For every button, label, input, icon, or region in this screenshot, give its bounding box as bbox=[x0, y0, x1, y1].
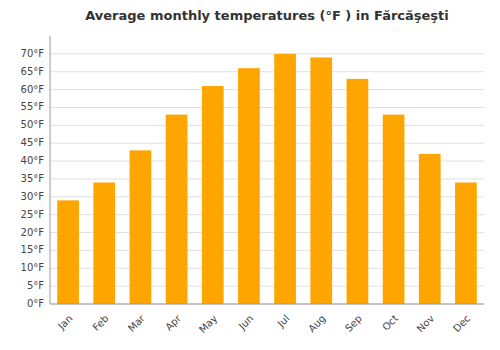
x-tick-label: Feb bbox=[90, 313, 110, 333]
x-tick-label: Jul bbox=[275, 313, 292, 330]
grid-line bbox=[50, 107, 484, 108]
x-tick-label: May bbox=[197, 313, 219, 335]
y-tick-label: 65°F bbox=[21, 66, 45, 77]
bar bbox=[130, 150, 152, 304]
x-tick-label: Jan bbox=[55, 313, 74, 332]
y-tick-label: 70°F bbox=[21, 48, 45, 59]
grid bbox=[50, 54, 484, 304]
grid-line bbox=[50, 125, 484, 126]
bar bbox=[310, 57, 332, 304]
bars bbox=[57, 54, 477, 304]
grid-line bbox=[50, 304, 484, 305]
y-tick-label: 0°F bbox=[27, 298, 44, 309]
y-tick-label: 20°F bbox=[21, 227, 45, 238]
y-tick-label: 50°F bbox=[21, 119, 45, 130]
bar bbox=[166, 115, 188, 304]
x-axis-line bbox=[50, 304, 484, 305]
y-tick-label: 45°F bbox=[21, 137, 45, 148]
bar bbox=[57, 200, 79, 304]
chart-svg: 0°F 5°F 10°F 15°F 20°F 25°F 30°F 35°F 40°F 45°F 50… bbox=[0, 0, 500, 350]
title: Average monthly temperatures (°F ) in Fă… bbox=[85, 8, 449, 23]
bar bbox=[419, 154, 441, 304]
y-tick-label: 30°F bbox=[21, 191, 45, 202]
x-tick-label: Aug bbox=[306, 313, 328, 335]
y-tick-label: 15°F bbox=[21, 244, 45, 255]
x-tick-label: Dec bbox=[451, 313, 472, 334]
y-tick-label: 5°F bbox=[27, 280, 44, 291]
bar bbox=[202, 86, 224, 304]
y-tick-label: 10°F bbox=[21, 262, 45, 273]
chart-container: 0°F 5°F 10°F 15°F 20°F 25°F 30°F 35°F 40°F 45°F 50… bbox=[0, 0, 500, 350]
x-tick-label: Oct bbox=[380, 313, 400, 333]
bar bbox=[93, 183, 115, 304]
grid-line bbox=[50, 143, 484, 144]
x-tick-label: Nov bbox=[415, 313, 437, 335]
bar bbox=[274, 54, 296, 304]
y-tick-label: 60°F bbox=[21, 84, 45, 95]
x-ticks: Jan Feb Mar Apr May Jun Jul Aug Sep Oct Nov Dec bbox=[55, 312, 472, 335]
y-tick-label: 40°F bbox=[21, 155, 45, 166]
bar bbox=[383, 115, 405, 304]
y-tick-label: 25°F bbox=[21, 209, 45, 220]
x-tick-label: Apr bbox=[163, 312, 184, 333]
grid-line bbox=[50, 89, 484, 90]
x-tick-label: Mar bbox=[126, 312, 148, 334]
axes bbox=[50, 36, 484, 304]
y-ticks: 0°F 5°F 10°F 15°F 20°F 25°F 30°F 35°F 40°F 45°F 50… bbox=[21, 48, 45, 309]
y-tick-label: 55°F bbox=[21, 101, 45, 112]
bar bbox=[238, 68, 260, 304]
grid-line bbox=[50, 71, 484, 72]
bar bbox=[347, 79, 369, 304]
bar bbox=[455, 183, 477, 304]
y-tick-label: 35°F bbox=[21, 173, 45, 184]
x-tick-label: Sep bbox=[343, 313, 364, 334]
x-tick-label: Jun bbox=[236, 313, 256, 333]
y-axis-line bbox=[50, 36, 51, 304]
grid-line bbox=[50, 53, 484, 54]
